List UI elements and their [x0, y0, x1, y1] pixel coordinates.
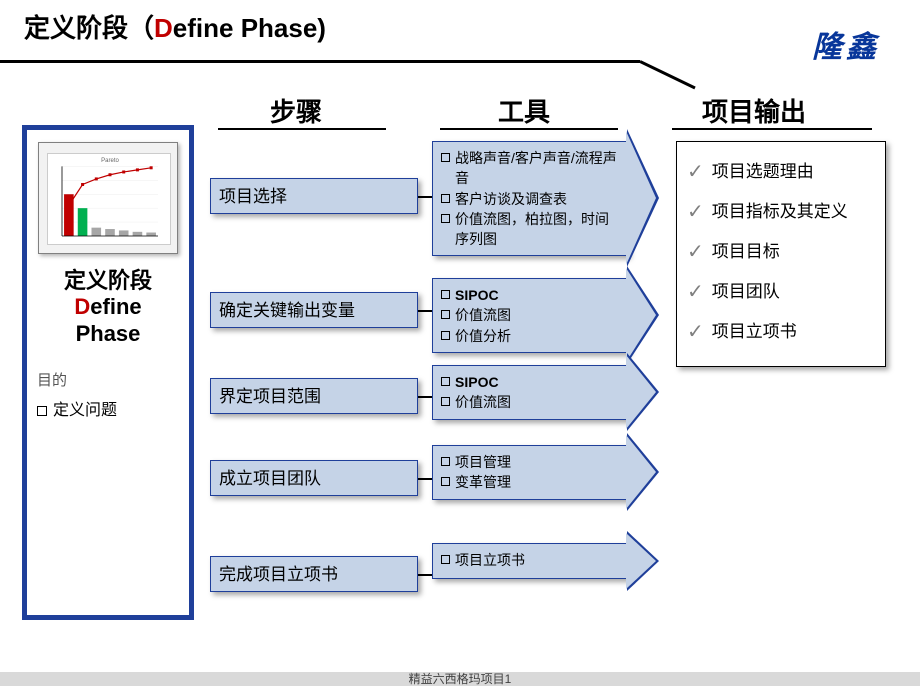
check-icon: ✓ — [687, 232, 704, 272]
arrow-head-fill — [626, 131, 656, 265]
pareto-chart: Pareto — [38, 142, 178, 254]
outputs-box: ✓项目选题理由✓项目指标及其定义✓项目目标✓项目团队✓项目立项书 — [676, 141, 886, 367]
bullet-square-icon — [441, 555, 450, 564]
purpose-list: 定义问题 — [37, 396, 189, 420]
bullet-square-icon — [441, 457, 450, 466]
tool-item: 价值流图 — [441, 392, 621, 412]
step-box: 界定项目范围 — [210, 378, 418, 414]
purpose-label: 目的 — [37, 369, 189, 390]
tool-arrow: 项目管理变革管理 — [432, 445, 628, 500]
phase-title-zh: 定义阶段 — [27, 268, 189, 294]
column-header-outputs: 项目输出 — [702, 92, 806, 129]
tool-arrow: SIPOC价值流图价值分析 — [432, 278, 628, 353]
tool-item: SIPOC — [441, 285, 621, 305]
column-header-steps: 步骤 — [270, 92, 322, 129]
tool-item: 价值分析 — [441, 326, 621, 346]
tool-item: 变革管理 — [441, 472, 621, 492]
check-icon: ✓ — [687, 152, 704, 192]
bullet-square-icon — [441, 377, 450, 386]
output-item: ✓项目指标及其定义 — [687, 192, 877, 232]
phase-card: Pareto 定义阶段 Define Phase 目的 定义问题 — [22, 125, 194, 620]
bullet-square-icon — [441, 214, 450, 223]
bullet-square-icon — [441, 310, 450, 319]
tool-item: 战略声音/客户声音/流程声音 — [441, 148, 621, 189]
tool-item: 项目管理 — [441, 452, 621, 472]
tool-item: 价值流图，柏拉图，时间序列图 — [441, 209, 621, 250]
bullet-square-icon — [441, 477, 450, 486]
tool-arrow: 项目立项书 — [432, 543, 628, 579]
step-box: 完成项目立项书 — [210, 556, 418, 592]
arrow-head-fill — [626, 435, 656, 509]
phase-title-en-line1: Define — [27, 294, 189, 320]
check-icon: ✓ — [687, 272, 704, 312]
check-icon: ✓ — [687, 192, 704, 232]
output-item: ✓项目目标 — [687, 232, 877, 272]
header-slope — [640, 60, 700, 90]
title-en-rest: efine Phase) — [173, 13, 326, 43]
title-zh: 定义阶段（ — [24, 13, 154, 43]
tool-item: 客户访谈及调查表 — [441, 189, 621, 209]
column-underline — [672, 128, 872, 130]
output-item: ✓项目选题理由 — [687, 152, 877, 192]
tool-arrow: 战略声音/客户声音/流程声音客户访谈及调查表价值流图，柏拉图，时间序列图 — [432, 141, 628, 256]
step-box: 项目选择 — [210, 178, 418, 214]
bullet-square-icon — [441, 331, 450, 340]
output-item: ✓项目团队 — [687, 272, 877, 312]
header-underline — [0, 60, 640, 63]
output-item: ✓项目立项书 — [687, 312, 877, 352]
tool-item: SIPOC — [441, 372, 621, 392]
phase-title-en-line2: Phase — [27, 321, 189, 347]
svg-text:Pareto: Pareto — [101, 158, 119, 164]
column-underline — [218, 128, 386, 130]
arrow-head-fill — [626, 533, 656, 589]
bullet-square-icon — [441, 290, 450, 299]
tool-item: 价值流图 — [441, 305, 621, 325]
title-highlight: D — [154, 13, 173, 43]
arrow-head-fill — [626, 268, 656, 362]
step-box: 成立项目团队 — [210, 460, 418, 496]
tool-arrow: SIPOC价值流图 — [432, 365, 628, 420]
arrow-head-fill — [626, 355, 656, 429]
bullet-square-icon — [37, 406, 47, 416]
check-icon: ✓ — [687, 312, 704, 352]
bullet-square-icon — [441, 397, 450, 406]
bullet-square-icon — [441, 194, 450, 203]
page-title: 定义阶段（Define Phase) — [24, 8, 326, 45]
brand-logo: 隆鑫 — [812, 22, 880, 66]
purpose-item: 定义问题 — [53, 402, 117, 419]
tool-item: 项目立项书 — [441, 550, 621, 570]
column-header-tools: 工具 — [498, 92, 550, 129]
bullet-square-icon — [441, 153, 450, 162]
phase-title: 定义阶段 Define Phase — [27, 268, 189, 347]
column-underline — [440, 128, 618, 130]
footer-text: 精益六西格玛项目1 — [0, 672, 920, 686]
pareto-chart-svg: Pareto — [48, 154, 172, 246]
step-box: 确定关键输出变量 — [210, 292, 418, 328]
